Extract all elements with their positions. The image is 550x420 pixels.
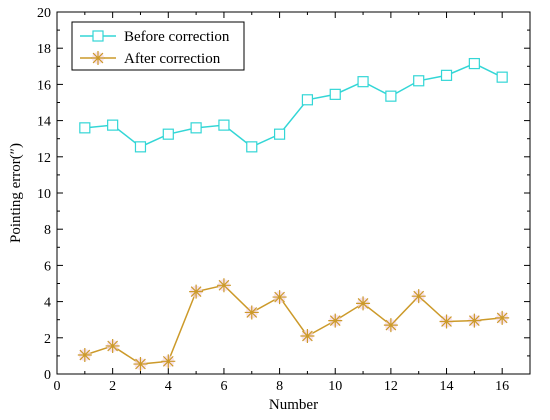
- data-point: [272, 290, 287, 305]
- x-tick-label: 0: [54, 379, 61, 394]
- data-point: [411, 289, 426, 304]
- series-2: [77, 278, 510, 372]
- data-point: [383, 318, 398, 333]
- x-tick-label: 4: [165, 379, 172, 394]
- legend-item: Before correction: [80, 29, 230, 45]
- legend-item: After correction: [80, 51, 221, 67]
- data-point: [79, 122, 91, 134]
- y-tick-label: 12: [37, 151, 51, 166]
- data-point: [216, 278, 231, 293]
- legend-label: Before correction: [124, 29, 230, 45]
- data-point: [357, 76, 369, 88]
- y-axis-title: Pointing error(″): [8, 143, 24, 243]
- legend-label: After correction: [124, 51, 221, 67]
- data-point: [413, 75, 425, 87]
- data-point: [301, 94, 314, 106]
- x-axis-title: Number: [269, 397, 318, 413]
- data-point: [190, 122, 202, 134]
- data-point: [246, 141, 258, 153]
- data-point: [468, 57, 480, 70]
- data-point: [356, 296, 371, 311]
- data-point: [77, 347, 92, 362]
- x-tick-label: 8: [276, 379, 283, 394]
- series-1: [79, 57, 508, 153]
- data-point: [467, 313, 482, 328]
- data-point: [107, 119, 119, 131]
- y-tick-label: 0: [44, 368, 51, 383]
- x-tick-label: 10: [328, 379, 342, 394]
- data-point: [161, 354, 176, 369]
- data-point: [218, 119, 230, 131]
- data-point: [189, 284, 204, 299]
- legend: Before correction After correction: [71, 21, 245, 71]
- data-point: [244, 305, 259, 320]
- y-tick-label: 16: [37, 78, 51, 93]
- y-tick-label: 14: [37, 115, 51, 130]
- tick-labels: 0 2 4 6 8 10 12 14 16 0 2 4 6 8 10 12 14 16 18 20: [37, 6, 509, 394]
- data-point: [162, 128, 174, 140]
- data-point: [439, 314, 454, 329]
- series-line: [84, 62, 503, 148]
- data-point: [440, 69, 453, 81]
- x-tick-label: 2: [109, 379, 116, 394]
- series-line: [84, 284, 503, 365]
- y-tick-label: 18: [37, 42, 51, 57]
- data-point: [273, 128, 286, 140]
- legend-marker: [91, 51, 105, 65]
- y-tick-label: 10: [37, 187, 51, 202]
- data-point: [328, 313, 343, 328]
- y-tick-label: 4: [44, 296, 51, 311]
- data-point: [385, 90, 397, 102]
- y-tick-label: 8: [44, 223, 51, 238]
- y-tick-label: 6: [44, 259, 51, 274]
- data-point: [133, 357, 148, 372]
- x-tick-label: 16: [495, 379, 509, 394]
- x-tick-label: 12: [384, 379, 398, 394]
- x-tick-label: 14: [440, 379, 454, 394]
- data-point: [329, 88, 341, 100]
- data-point: [496, 71, 508, 83]
- data-point: [300, 328, 315, 343]
- series-layer: [77, 57, 510, 372]
- data-point: [134, 141, 147, 153]
- y-tick-label: 2: [44, 332, 51, 347]
- legend-marker: [92, 30, 104, 42]
- data-point: [105, 338, 120, 353]
- x-tick-label: 6: [220, 379, 227, 394]
- plot-frame: [56, 11, 531, 375]
- data-point: [495, 310, 510, 325]
- y-tick-label: 20: [37, 6, 51, 21]
